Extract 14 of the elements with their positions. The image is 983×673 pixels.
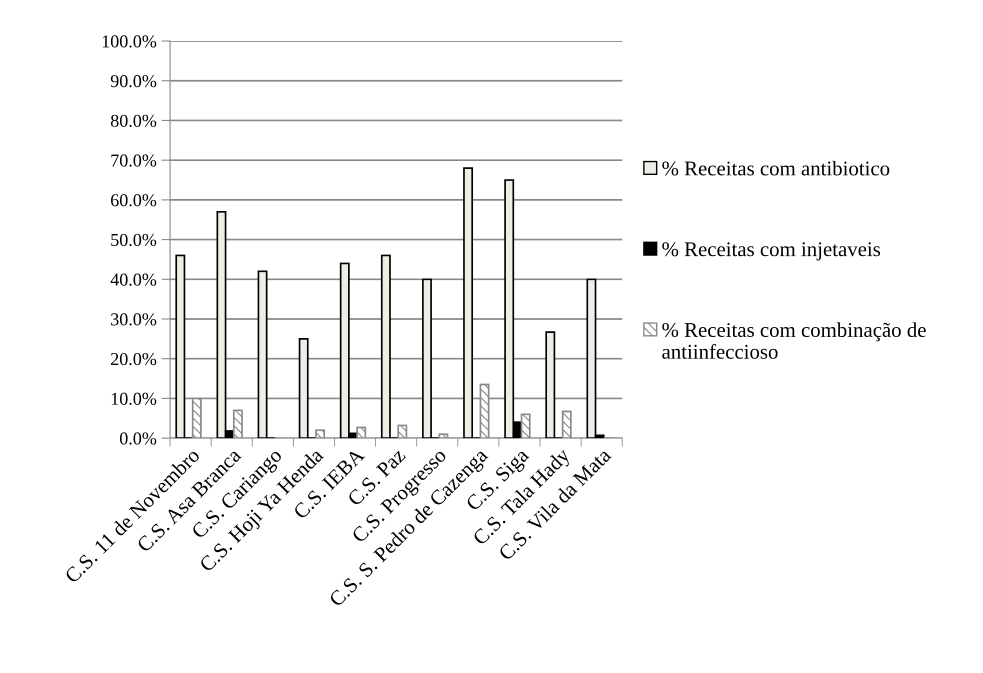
y-tick-label: 90.0% bbox=[110, 75, 156, 88]
legend-label: % Receitas com injetaveis bbox=[662, 242, 880, 260]
y-tick-label: 40.0% bbox=[110, 274, 156, 286]
y-tick-label: 0.0% bbox=[120, 432, 156, 445]
y-tick-label: 10.0% bbox=[112, 392, 156, 405]
y-tick-label: 20.0% bbox=[111, 352, 156, 366]
y-tick-label: 30.0% bbox=[111, 313, 156, 326]
y-tick-label: 60.0% bbox=[111, 194, 156, 206]
legend-label: % Receitas com combinação de antiinfeccioso bbox=[662, 322, 926, 359]
y-tick-label: 100.0% bbox=[102, 35, 156, 48]
y-tick-label: 70.0% bbox=[111, 154, 156, 167]
y-tick-label: 50.0% bbox=[111, 234, 156, 246]
y-tick-label: 80.0% bbox=[110, 114, 156, 127]
legend-label: % Receitas com antibiotico bbox=[662, 160, 890, 176]
